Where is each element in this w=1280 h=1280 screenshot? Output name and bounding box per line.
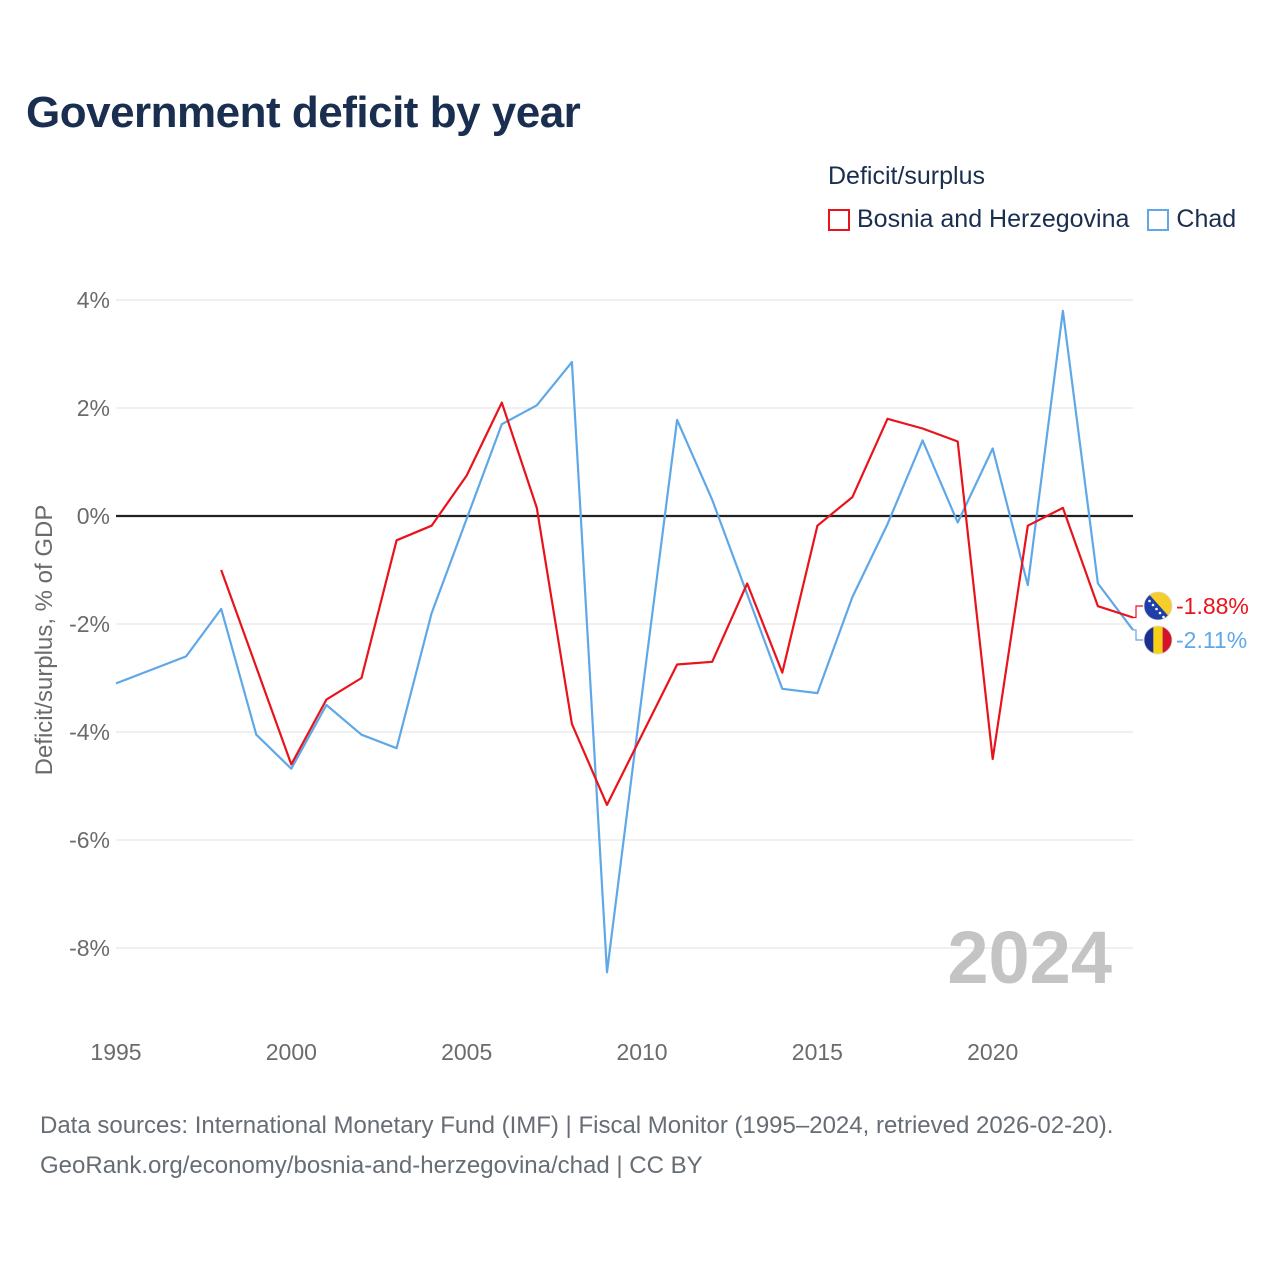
bosnia-flag-icon: [1144, 592, 1172, 620]
legend-label-chad: Chad: [1176, 205, 1237, 233]
x-tick-label: 2000: [266, 1039, 317, 1065]
series-line-bosnia[interactable]: [220, 401, 1134, 807]
x-tick-label: 2005: [441, 1039, 492, 1065]
legend-item-chad[interactable]: Chad: [1147, 205, 1236, 234]
series-line-chad[interactable]: [115, 309, 1134, 974]
chad-flag-icon: [1144, 626, 1172, 654]
x-tick-label: 2015: [792, 1039, 843, 1065]
y-tick-label: -8%: [69, 935, 110, 961]
end-connector: [1133, 629, 1143, 641]
y-axis-label: Deficit/surplus, % of GDP: [31, 505, 58, 776]
x-tick-label: 2010: [616, 1039, 667, 1065]
end-value-label-bosnia: -1.88%: [1176, 593, 1249, 619]
legend: Bosnia and Herzegovina Chad: [828, 205, 1236, 234]
x-tick-label: 1995: [90, 1039, 141, 1065]
chart-title: Government deficit by year: [26, 88, 581, 137]
license-line: GeoRank.org/economy/bosnia-and-herzegovi…: [40, 1152, 703, 1179]
y-tick-label: -4%: [69, 719, 110, 745]
legend-title: Deficit/surplus: [828, 162, 985, 190]
year-watermark: 2024: [947, 916, 1112, 999]
y-tick-label: -2%: [69, 611, 110, 637]
source-line: Data sources: International Monetary Fun…: [40, 1112, 1114, 1139]
end-value-label-chad: -2.11%: [1176, 627, 1247, 653]
y-tick-label: 2%: [77, 395, 110, 421]
y-tick-label: 0%: [77, 503, 110, 529]
legend-label-bosnia: Bosnia and Herzegovina: [857, 205, 1130, 233]
end-connector: [1133, 605, 1143, 619]
x-tick-label: 2020: [967, 1039, 1018, 1065]
legend-item-bosnia[interactable]: Bosnia and Herzegovina: [828, 205, 1129, 234]
y-tick-label: 4%: [77, 287, 110, 313]
source-footer: Data sources: International Monetary Fun…: [40, 1106, 1113, 1186]
y-tick-label: -6%: [69, 827, 110, 853]
legend-swatch-bosnia: [828, 208, 850, 231]
legend-swatch-chad: [1147, 208, 1170, 231]
